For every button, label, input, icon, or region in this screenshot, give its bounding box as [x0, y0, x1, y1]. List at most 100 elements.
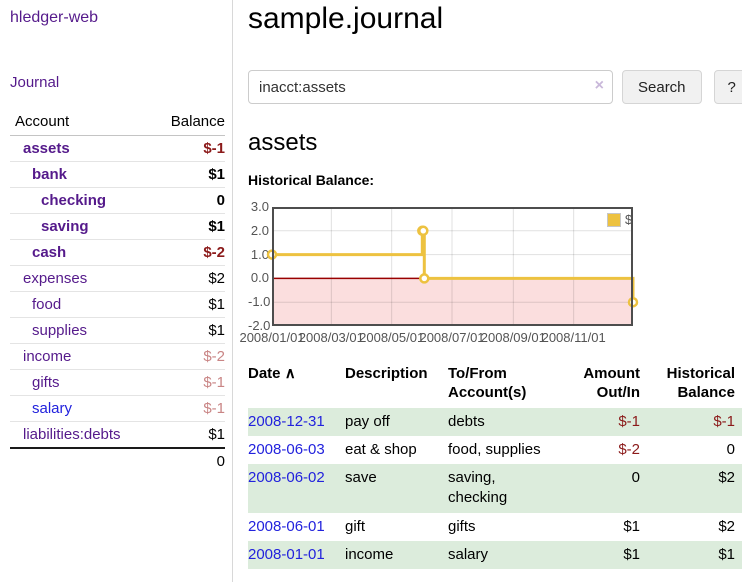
txn-date-cell: 2008-06-03	[248, 436, 345, 464]
txn-amount: 0	[631, 469, 640, 486]
txn-amount: $-2	[618, 440, 640, 458]
txn-amount: $-1	[618, 412, 640, 430]
account-row: salary $-1	[10, 395, 225, 422]
clear-search-icon[interactable]: ×	[594, 77, 604, 94]
below-zero-region	[272, 278, 633, 326]
col-header-description: Description	[345, 365, 428, 382]
nav-journal-link[interactable]: Journal	[10, 74, 60, 91]
account-name-cell: food	[10, 291, 155, 318]
register-table: Date ∧ Description To/From Account(s) Am…	[248, 363, 742, 569]
account-balance: $2	[154, 265, 225, 292]
txn-date-cell: 2008-12-31	[248, 408, 345, 436]
account-name-cell: bank	[10, 161, 155, 188]
account-row: supplies $1	[10, 317, 225, 344]
chart-plot-area	[266, 207, 639, 326]
account-row: gifts $-1	[10, 369, 225, 396]
txn-balance: $2	[718, 517, 735, 535]
account-link-salary[interactable]: salary	[32, 400, 73, 417]
app-brand-link[interactable]: hledger-web	[10, 9, 99, 26]
y-tick-label: -1.0	[248, 294, 271, 310]
register-header-row: Date ∧ Description To/From Account(s) Am…	[248, 363, 742, 408]
txn-balance: $-1	[713, 412, 735, 430]
txn-date-link[interactable]: 2008-06-03	[248, 440, 325, 458]
search-input[interactable]	[248, 70, 613, 104]
account-link-income[interactable]: income	[23, 348, 72, 365]
search-box: ×	[248, 70, 613, 104]
col-header-accounts: To/From Account(s)	[448, 365, 527, 401]
x-tick-label: 2008/03/01	[298, 330, 364, 345]
y-tick-label: 0.0	[250, 270, 269, 286]
account-link-bank[interactable]: bank	[32, 166, 68, 183]
sort-asc-icon: ∧	[284, 365, 296, 382]
x-tick-label: 2008/11/01	[541, 330, 606, 345]
register-row: 2008-06-03 eat & shop food, supplies $-2 0	[248, 436, 742, 464]
x-tick-label: 2008/01/01	[239, 330, 305, 345]
txn-accounts: saving, checking	[448, 469, 508, 507]
account-row: saving $1	[10, 213, 225, 240]
data-point	[419, 273, 430, 284]
txn-description: save	[345, 469, 377, 486]
txn-balance: $1	[718, 545, 735, 563]
account-balance: $1	[154, 161, 225, 188]
txn-date-link[interactable]: 2008-06-01	[248, 517, 325, 535]
page-title: sample.journal	[248, 2, 444, 35]
account-row: liabilities:debts $1	[10, 421, 225, 448]
account-link-checking[interactable]: checking	[41, 192, 107, 209]
txn-date-link[interactable]: 2008-01-01	[248, 545, 325, 563]
accounts-header-balance: Balance	[154, 110, 225, 136]
plot-border	[272, 207, 633, 326]
account-link-cash[interactable]: cash	[32, 244, 67, 261]
account-link-liabilities:debts[interactable]: liabilities:debts	[23, 426, 121, 443]
account-name-cell: income	[10, 343, 155, 370]
search-button[interactable]: Search	[622, 70, 702, 104]
txn-date-link[interactable]: 2008-12-31	[248, 412, 325, 430]
account-balance: 0	[154, 187, 225, 214]
txn-balance: $2	[718, 469, 735, 486]
txn-date-cell: 2008-06-01	[248, 513, 345, 541]
y-tick-label: 3.0	[250, 199, 269, 214]
y-tick-label: 1.0	[250, 246, 269, 262]
account-name-cell: saving	[10, 213, 155, 240]
account-link-supplies[interactable]: supplies	[32, 322, 88, 339]
account-balance: $-2	[154, 239, 225, 266]
account-link-assets[interactable]: assets	[23, 140, 70, 157]
account-link-gifts[interactable]: gifts	[32, 374, 60, 391]
accounts-total-row: 0	[10, 447, 225, 474]
legend-label: $	[625, 212, 633, 227]
account-name-cell: assets	[10, 136, 154, 162]
help-button[interactable]: ?	[713, 70, 742, 104]
txn-description: income	[345, 545, 394, 563]
txn-balance: 0	[726, 440, 735, 458]
account-name-cell: checking	[10, 187, 155, 214]
x-tick-label: 2008/09/01	[480, 330, 546, 345]
x-tick-label: 2008/07/01	[419, 330, 485, 345]
account-row: expenses $2	[10, 265, 225, 292]
account-row: bank $1	[10, 161, 225, 188]
account-row: cash $-2	[10, 239, 225, 266]
account-balance: $1	[154, 291, 225, 318]
txn-accounts: food, supplies	[448, 440, 541, 458]
txn-amount: $1	[623, 545, 640, 563]
account-balance: $1	[154, 213, 225, 240]
search-form: × Search ?	[248, 70, 742, 104]
register-row: 2008-12-31 pay off debts $-1 $-1	[248, 407, 742, 436]
txn-date-cell: 2008-01-01	[248, 541, 345, 569]
accounts-header-row: Account Balance	[10, 110, 225, 136]
account-link-saving[interactable]: saving	[41, 218, 89, 235]
x-tick-label: 2008/05/01	[359, 330, 425, 345]
account-name-cell: expenses	[10, 265, 155, 292]
txn-date-link[interactable]: 2008-06-02	[248, 469, 325, 486]
txn-description: pay off	[345, 412, 390, 430]
col-header-balance: Historical Balance	[666, 365, 735, 401]
account-row: income $-2	[10, 343, 225, 370]
account-link-food[interactable]: food	[32, 296, 62, 313]
txn-amount: $1	[623, 517, 640, 535]
account-name-cell: cash	[10, 239, 155, 266]
col-header-date[interactable]: Date ∧	[248, 365, 296, 382]
account-link-expenses[interactable]: expenses	[23, 270, 88, 287]
accounts-table: Account Balance assets $-1 bank $1 checking 0…	[10, 110, 225, 474]
historical-balance-chart: 3.0 2.0 1.0 0.0 -1.0 -2.0 2008/01/01 2008/03/01…	[239, 199, 742, 351]
account-name-cell: liabilities:debts	[10, 421, 155, 448]
account-row: food $1	[10, 291, 225, 318]
txn-accounts: salary	[448, 545, 489, 563]
